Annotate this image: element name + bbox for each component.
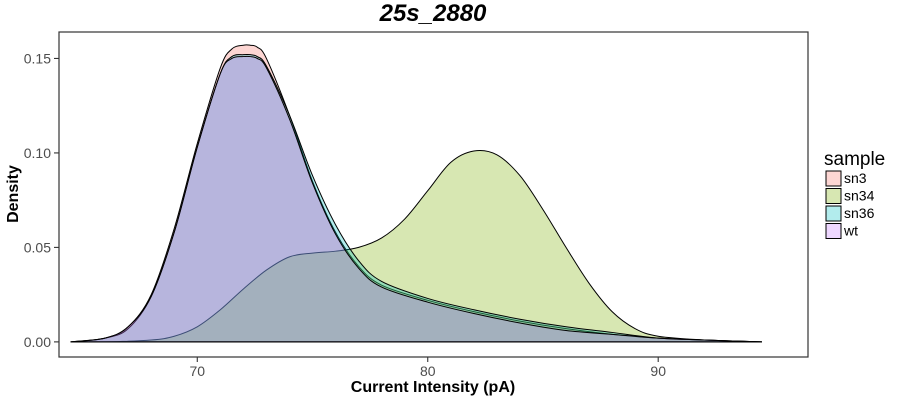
y-tick-label: 0.05 [24, 239, 51, 255]
legend-item-sn3: sn3 [825, 170, 867, 187]
legend-swatch-sn34 [825, 188, 842, 204]
y-tick-label: 0.10 [24, 145, 51, 161]
x-tick-label: 70 [189, 363, 205, 379]
legend-label-wt: wt [843, 223, 858, 239]
legend-label-sn34: sn34 [844, 188, 875, 204]
legend-item-sn36: sn36 [825, 205, 875, 222]
x-axis: 70 80 90 [189, 357, 666, 379]
density-area-sn34 [70, 150, 762, 343]
legend-title: sample [824, 149, 885, 170]
legend-swatch-sn36 [825, 205, 842, 222]
plot-area [70, 44, 762, 343]
x-tick-label: 90 [650, 363, 666, 379]
legend-swatch-sn3 [825, 170, 842, 187]
panel-border [58, 31, 809, 358]
legend-swatch-wt [825, 223, 842, 239]
legend-label-sn36: sn36 [844, 205, 875, 221]
x-tick-label: 80 [420, 363, 436, 379]
chart-title: 25s_2880 [379, 0, 487, 27]
density-area-wt [70, 55, 762, 343]
y-axis: 0.00 0.05 0.10 0.15 [24, 50, 59, 350]
legend-item-sn34: sn34 [825, 188, 875, 204]
legend-item-wt: wt [825, 223, 858, 239]
y-tick-label: 0.00 [24, 334, 51, 350]
y-tick-label: 0.15 [24, 50, 51, 66]
y-axis-title: Density [5, 165, 22, 223]
x-axis-title: Current Intensity (pA) [351, 379, 515, 396]
legend-label-sn3: sn3 [844, 170, 867, 186]
